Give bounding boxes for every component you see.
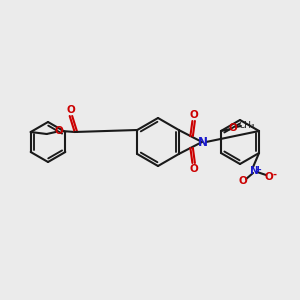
Text: CH₃: CH₃ [238, 121, 255, 130]
Text: O: O [54, 126, 63, 136]
Text: N: N [198, 136, 208, 148]
Text: -: - [272, 170, 276, 180]
Text: O: O [189, 164, 198, 174]
Text: N: N [250, 166, 258, 176]
Text: O: O [66, 105, 75, 115]
Text: O: O [265, 172, 273, 182]
Text: +: + [255, 164, 262, 173]
Text: O: O [189, 110, 198, 120]
Text: O: O [239, 176, 248, 186]
Text: O: O [229, 123, 237, 133]
